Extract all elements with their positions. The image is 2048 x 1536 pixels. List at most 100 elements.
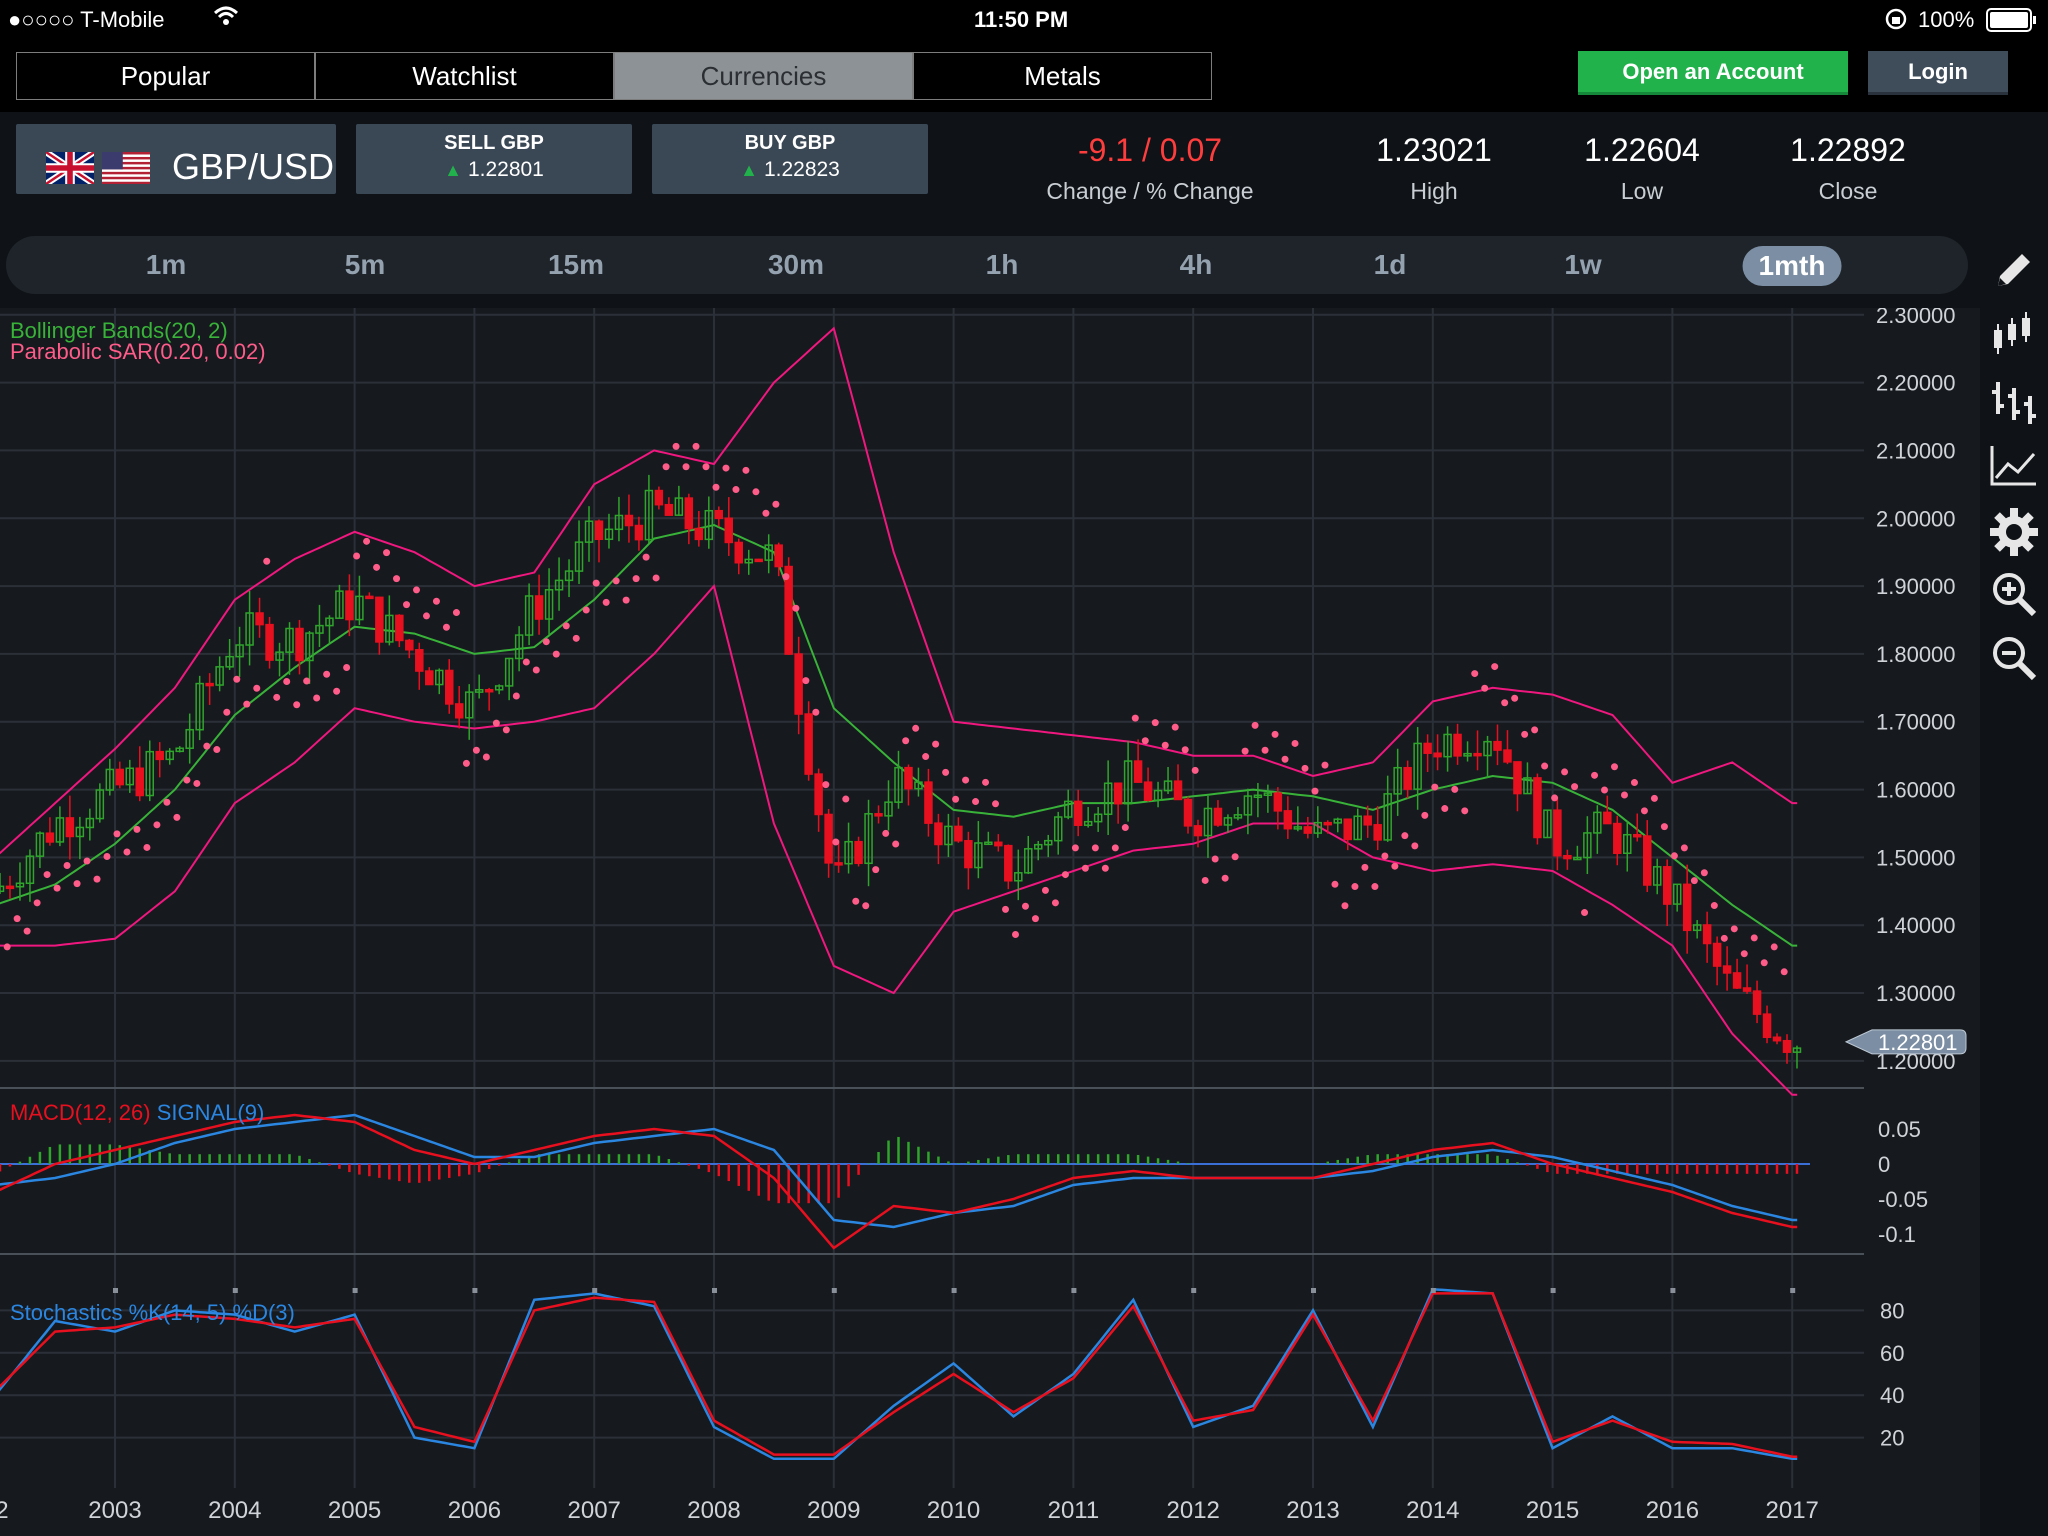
time-axis-label: 2012 (1167, 1497, 1220, 1524)
timeframe-15m[interactable]: 15m (547, 249, 605, 280)
candlestick-icon[interactable] (1988, 308, 2040, 360)
gear-icon[interactable] (1988, 506, 2040, 558)
pencil-icon[interactable] (1988, 244, 2040, 296)
sar-dot (672, 442, 680, 450)
candle-body (1053, 816, 1063, 842)
sar-dot (1660, 823, 1668, 831)
sar-dot (223, 708, 231, 716)
candle-body (395, 614, 404, 642)
stochastic-pane (0, 1287, 1798, 1461)
time-axis-label: 2009 (807, 1497, 860, 1524)
candle-body (1493, 740, 1502, 751)
candle-body (1652, 866, 1662, 886)
sar-dot (962, 776, 970, 784)
sar-dot (492, 719, 500, 727)
timeframe-1w[interactable]: 1w (1564, 249, 1602, 280)
sar-dot (582, 606, 590, 614)
battery-icon (1986, 8, 2038, 38)
timeframe-bar: 1m 5m 15m 30m 1h 4h 1d 1w 1mth (0, 228, 1980, 308)
price-chart[interactable]: 2.30000 2.20000 2.10000 2.00000 1.90000 1.800… (0, 308, 1980, 1536)
sar-dot (622, 596, 630, 604)
bb-lower-line (0, 584, 1798, 1096)
time-axis-label: 2014 (1406, 1497, 1459, 1524)
tab-metals[interactable]: Metals (913, 52, 1212, 100)
sar-dot (1041, 886, 1049, 894)
candle-body (205, 682, 214, 687)
bb-upper-line (0, 326, 1798, 855)
instrument-selector[interactable]: GBP/USD (16, 124, 336, 194)
candle-body (345, 590, 354, 621)
change-stat: -9.1 / 0.07 Change / % Change (1010, 112, 1290, 228)
sar-dot (422, 612, 430, 620)
sar-dot (73, 880, 81, 888)
sar-dot (772, 500, 780, 508)
candle-body (375, 596, 384, 643)
candle-body (1024, 848, 1033, 874)
candle-body (694, 527, 704, 541)
timeframe-1h[interactable]: 1h (985, 249, 1019, 280)
candle-body (624, 514, 634, 527)
sar-dot (1581, 909, 1589, 917)
macd-pane (0, 1113, 1799, 1250)
sar-dot (1391, 862, 1399, 870)
close-stat: 1.22892 Close (1748, 112, 1948, 228)
sell-button[interactable]: SELL GBP ▲ 1.22801 (356, 124, 632, 194)
sar-dot (1620, 791, 1628, 799)
timeframe-5m[interactable]: 5m (344, 249, 386, 280)
sar-dot (692, 442, 700, 450)
change-label: Change / % Change (1046, 178, 1254, 204)
year-tick-mark (352, 1288, 358, 1293)
year-tick-mark (592, 1288, 598, 1293)
candle-body (864, 813, 873, 865)
sar-dot (143, 843, 151, 851)
tab-popular[interactable]: Popular (16, 52, 315, 100)
candle-body (534, 595, 544, 620)
buy-button[interactable]: BUY GBP ▲ 1.22823 (652, 124, 928, 194)
timeframe-4h[interactable]: 4h (1179, 249, 1213, 280)
tab-currencies[interactable]: Currencies (614, 52, 913, 100)
sar-dot (472, 746, 480, 754)
candle-body (295, 627, 304, 662)
zoom-out-icon[interactable] (1988, 632, 2040, 684)
sell-price: 1.22801 (467, 158, 544, 181)
bar-chart-icon[interactable] (1988, 376, 2040, 428)
sar-dot (822, 781, 830, 789)
sar-dot (602, 598, 610, 606)
sar-dot (802, 677, 810, 685)
zoom-in-icon[interactable] (1988, 568, 2040, 620)
sar-dot (1531, 726, 1539, 734)
timeframe-30m[interactable]: 30m (767, 249, 825, 280)
sar-dot (1341, 902, 1349, 910)
timeframe-1m[interactable]: 1m (145, 249, 187, 280)
bollinger-bands (0, 326, 1798, 1096)
timeframe-1mth[interactable]: 1mth (1742, 246, 1842, 286)
candle-body (514, 634, 524, 660)
sar-dot (1381, 852, 1389, 860)
line-chart-icon[interactable] (1988, 440, 2040, 492)
sar-dot (482, 753, 490, 761)
up-arrow-icon: ▲ (740, 160, 758, 180)
candle-body (494, 685, 504, 691)
candle-body (335, 590, 344, 619)
candle-body (1123, 760, 1133, 805)
up-arrow-icon: ▲ (444, 160, 462, 180)
sar-dot (353, 552, 361, 560)
login-button[interactable]: Login (1868, 51, 2008, 95)
close-value: 1.22892 (1790, 132, 1906, 168)
sar-dot (173, 813, 181, 821)
open-account-button[interactable]: Open an Account (1578, 51, 1848, 95)
buy-label: BUY GBP (744, 132, 836, 154)
candle-body (1353, 815, 1362, 841)
candle-body (225, 655, 234, 668)
sar-dot (43, 871, 51, 879)
sar-dot (1670, 852, 1678, 860)
sar-dot (1271, 730, 1279, 738)
sar-dot (1451, 785, 1459, 793)
sar-dot (383, 549, 391, 557)
tab-watchlist[interactable]: Watchlist (315, 52, 614, 100)
sar-dot (1031, 915, 1039, 923)
sar-dot (442, 623, 450, 631)
sar-dot (1051, 899, 1059, 907)
sar-dot (1171, 723, 1179, 731)
timeframe-1d[interactable]: 1d (1373, 249, 1407, 280)
